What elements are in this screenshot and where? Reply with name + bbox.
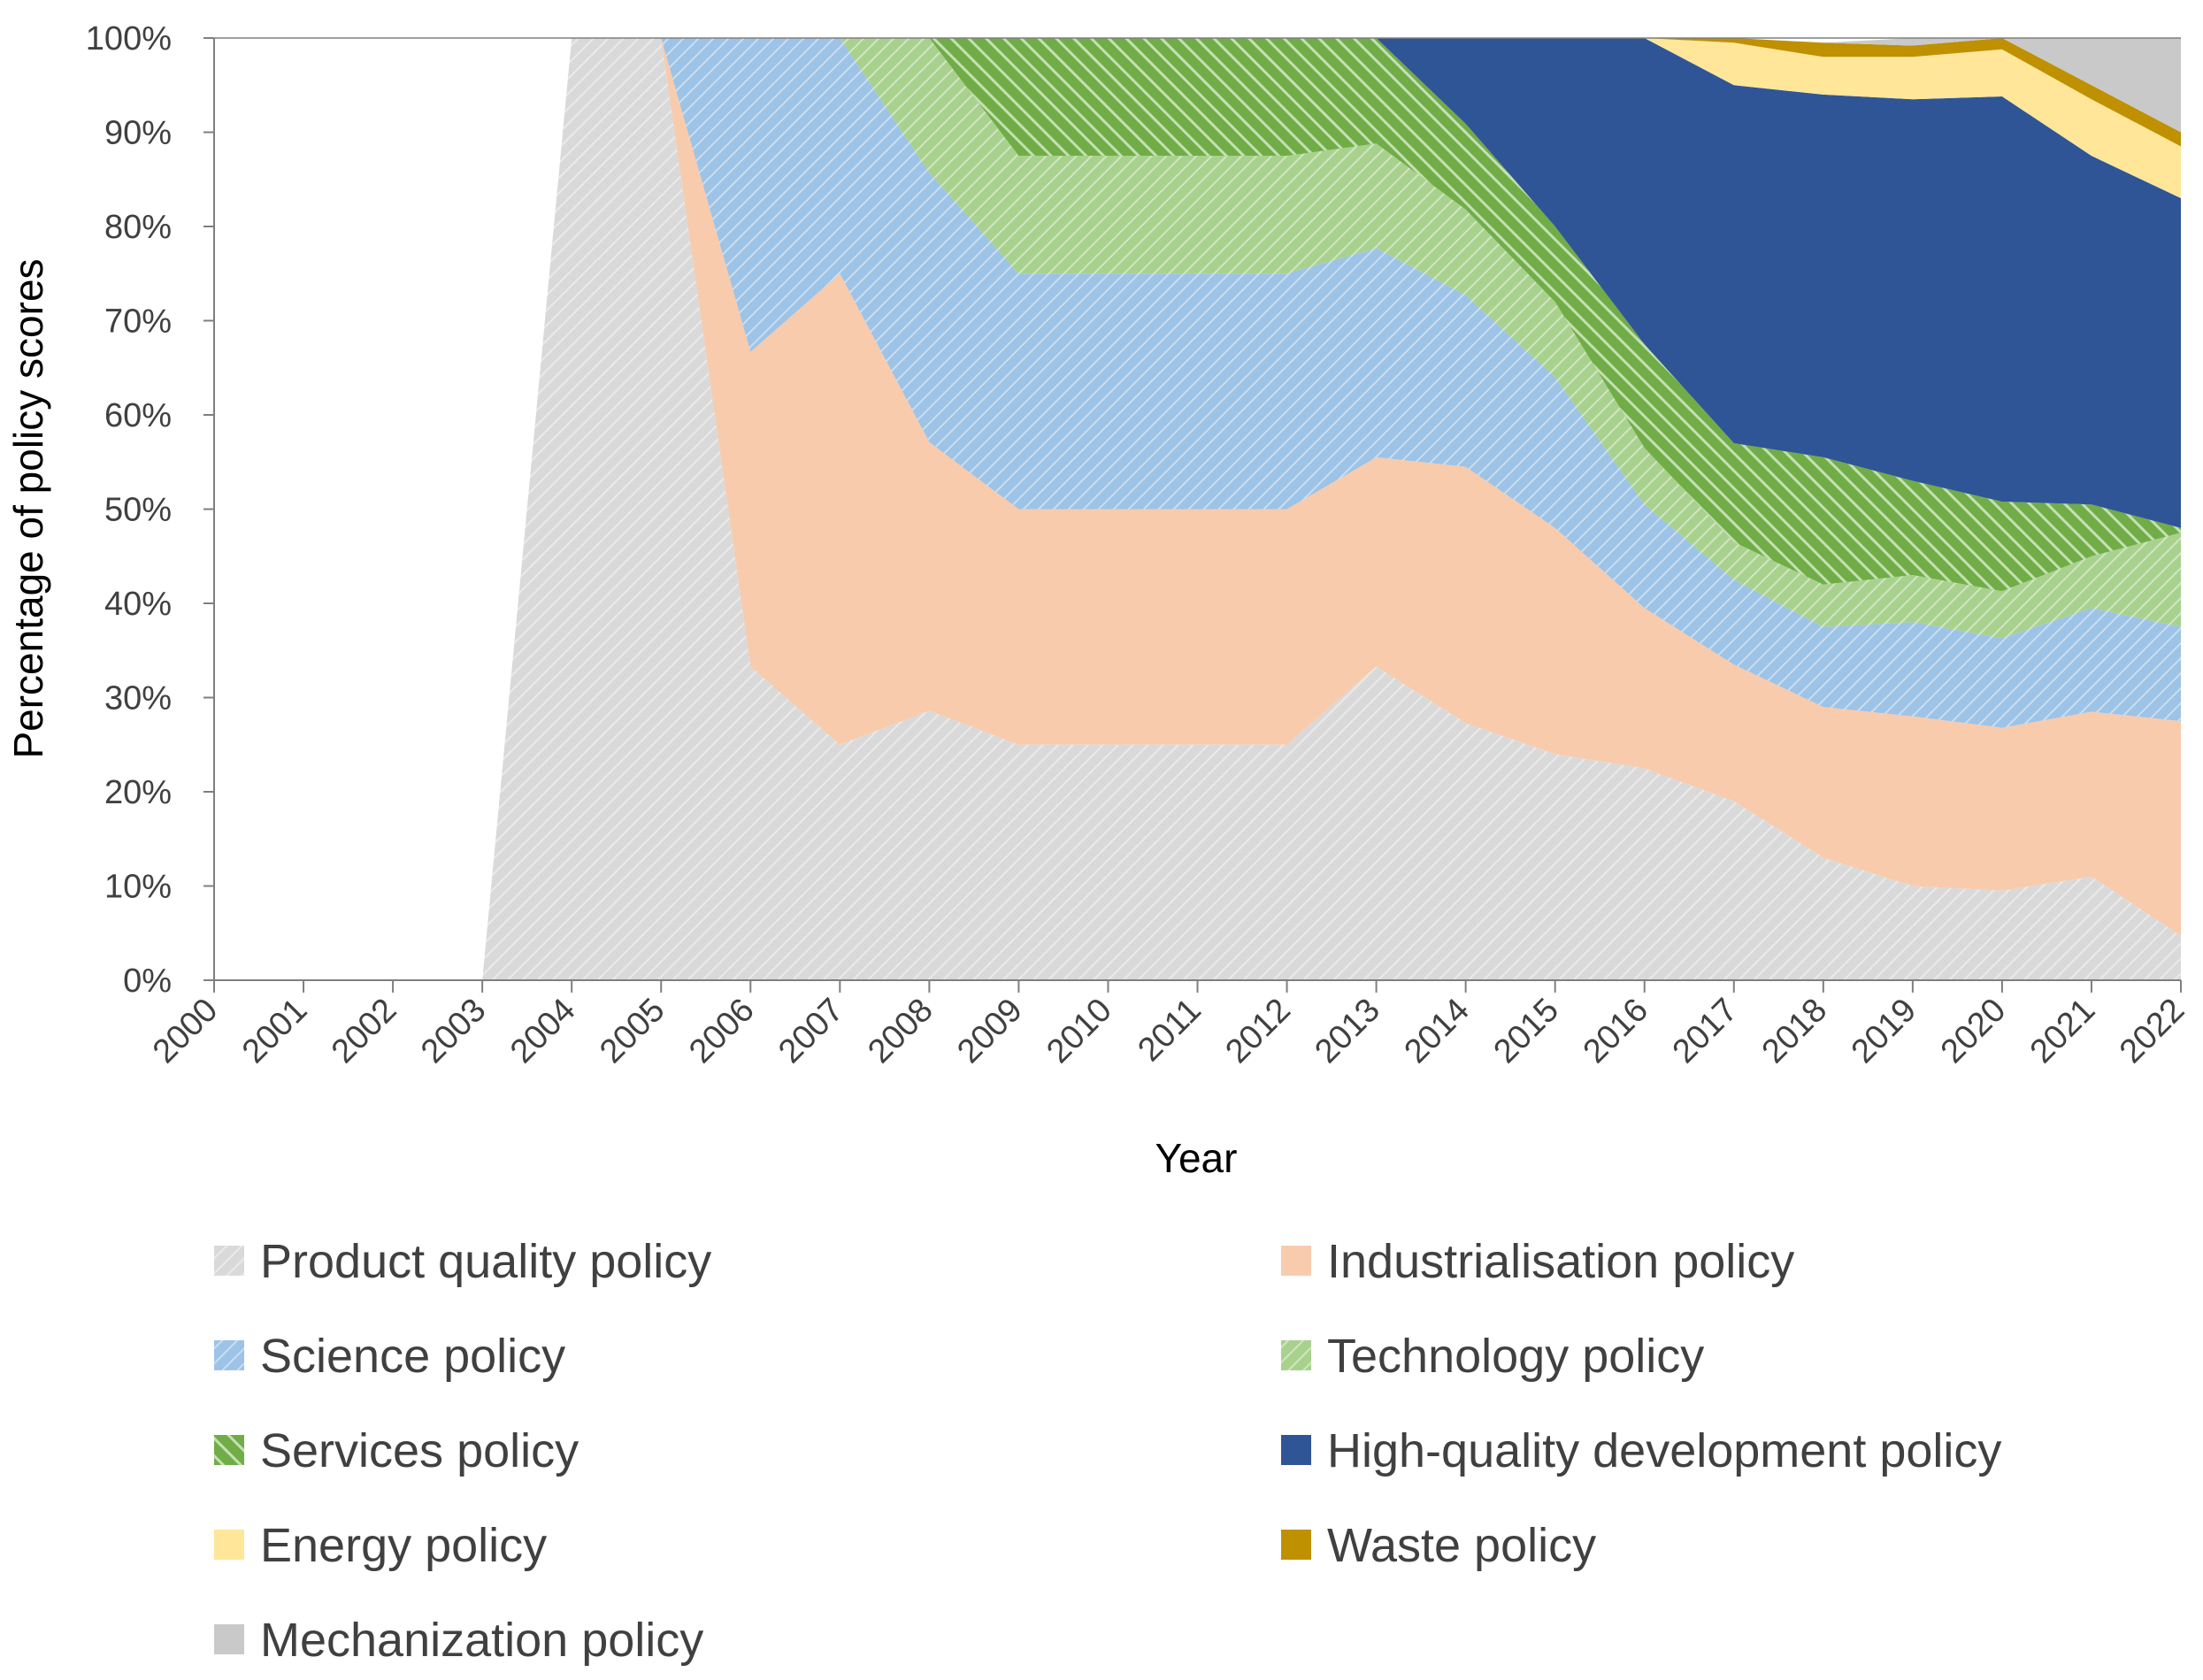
x-tick-label: 2002 xyxy=(325,992,403,1070)
legend: Product quality policy Industrialisation … xyxy=(214,1235,2001,1667)
legend-item-mechanization-policy: Mechanization policy xyxy=(214,1614,703,1667)
y-tick-label: 0% xyxy=(123,963,172,1000)
area-services-policy xyxy=(214,38,2181,980)
area-series-group xyxy=(214,38,2181,980)
x-tick-label: 2003 xyxy=(414,992,493,1070)
y-tick-label: 80% xyxy=(104,209,172,246)
x-tick-labels: 2000 2001 2002 2003 2004 2005 2006 2007 2008 2009… xyxy=(146,992,2191,1070)
legend-item-services-policy: Services policy xyxy=(214,1424,579,1477)
legend-label: Waste policy xyxy=(1327,1519,1596,1572)
y-tick-label: 20% xyxy=(104,774,172,811)
legend-label: Science policy xyxy=(260,1330,565,1383)
x-tick-label: 2009 xyxy=(950,992,1029,1070)
y-tick-label: 50% xyxy=(104,492,172,529)
axes xyxy=(203,37,2182,993)
x-tick-label: 2007 xyxy=(771,992,850,1070)
legend-label: Industrialisation policy xyxy=(1327,1235,1794,1288)
x-tick-label: 2011 xyxy=(1131,992,1208,1069)
x-tick-label: 2014 xyxy=(1398,992,1477,1070)
legend-swatch xyxy=(1281,1435,1311,1465)
legend-swatch xyxy=(1281,1246,1311,1276)
legend-label: Technology policy xyxy=(1327,1330,1704,1383)
x-tick-label: 2021 xyxy=(2023,992,2102,1070)
legend-swatch xyxy=(214,1530,244,1560)
legend-item-technology-policy: Technology policy xyxy=(1281,1330,1704,1383)
y-tick-label: 10% xyxy=(104,869,172,906)
x-tick-label: 2020 xyxy=(1934,992,2013,1070)
legend-item-industrialisation-policy: Industrialisation policy xyxy=(1281,1235,1794,1288)
x-tick-label: 2001 xyxy=(235,992,314,1070)
legend-label: Mechanization policy xyxy=(260,1614,703,1667)
area-product-quality-policy xyxy=(214,38,2181,980)
legend-item-waste-policy: Waste policy xyxy=(1281,1519,1596,1572)
x-axis-title: Year xyxy=(1155,1135,1238,1181)
x-tick-label: 2005 xyxy=(593,992,672,1070)
y-tick-labels: 0% 10% 20% 30% 40% 50% 60% 70% 80% 90% 100% xyxy=(86,20,172,1000)
y-tick-label: 90% xyxy=(104,115,172,152)
x-tick-label: 2017 xyxy=(1666,992,1745,1070)
legend-label: Energy policy xyxy=(260,1519,547,1572)
legend-swatch xyxy=(1281,1530,1311,1560)
x-tick-label: 2013 xyxy=(1308,992,1386,1070)
x-tick-label: 2018 xyxy=(1755,992,1834,1070)
legend-item-science-policy: Science policy xyxy=(214,1330,565,1383)
y-tick-label: 60% xyxy=(104,397,172,434)
x-tick-label: 2000 xyxy=(146,992,225,1070)
y-tick-label: 70% xyxy=(104,303,172,341)
legend-label: High-quality development policy xyxy=(1327,1424,2001,1477)
area-technology-policy xyxy=(214,38,2181,980)
x-tick-label: 2012 xyxy=(1218,992,1297,1070)
y-axis-title: Percentage of policy scores xyxy=(5,258,51,758)
y-tick-label: 40% xyxy=(104,586,172,623)
legend-item-high-quality-development-policy: High-quality development policy xyxy=(1281,1424,2001,1477)
x-tick-label: 2008 xyxy=(861,992,940,1070)
y-tick-label: 30% xyxy=(104,680,172,717)
x-tick-label: 2022 xyxy=(2113,992,2191,1070)
legend-label: Product quality policy xyxy=(260,1235,711,1288)
legend-swatch xyxy=(214,1624,244,1654)
area-high-quality-development-policy xyxy=(214,38,2181,980)
legend-item-energy-policy: Energy policy xyxy=(214,1519,547,1572)
legend-label: Services policy xyxy=(260,1424,579,1477)
x-tick-label: 2004 xyxy=(503,992,582,1070)
x-tick-label: 2015 xyxy=(1487,992,1566,1070)
legend-item-product-quality-policy: Product quality policy xyxy=(214,1235,711,1288)
x-tick-label: 2019 xyxy=(1845,992,1923,1070)
area-science-policy xyxy=(214,38,2181,980)
y-tick-label: 100% xyxy=(86,20,172,58)
x-tick-label: 2010 xyxy=(1040,992,1118,1070)
x-tick-label: 2006 xyxy=(682,992,761,1070)
x-tick-label: 2016 xyxy=(1577,992,1655,1070)
